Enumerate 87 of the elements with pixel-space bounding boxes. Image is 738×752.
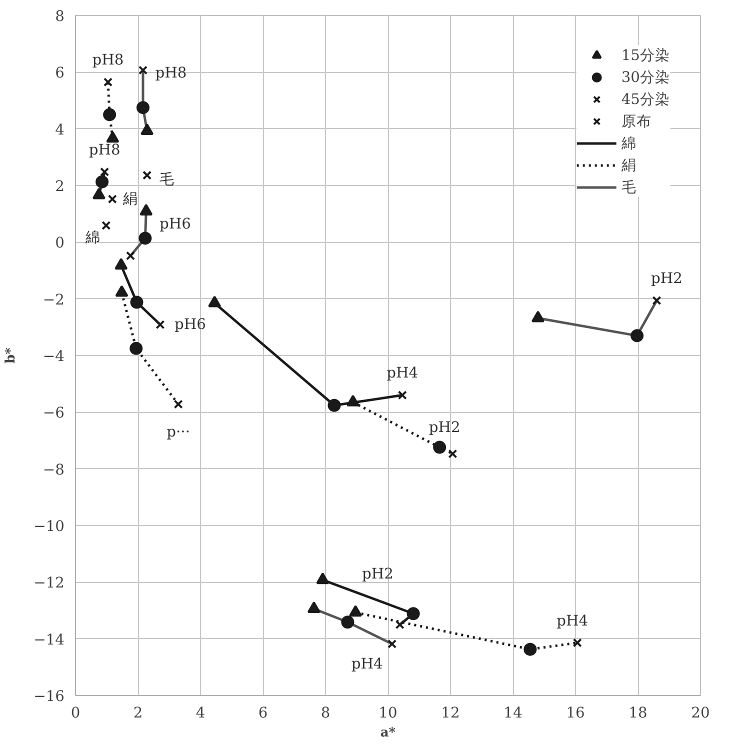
annotation: pH6: [174, 316, 206, 334]
point: [307, 601, 320, 613]
legend-label: 綿: [621, 134, 638, 152]
point: [572, 638, 582, 648]
point: [92, 188, 106, 200]
y-tick-label: 8: [55, 8, 65, 25]
point: [115, 285, 128, 297]
annotation: pH8: [88, 141, 120, 158]
annotation: pH2: [428, 418, 460, 436]
point: [395, 620, 404, 630]
annotation: p···: [166, 424, 190, 441]
point: [100, 167, 110, 176]
annotation: pH2: [362, 565, 394, 582]
y-tick-label: −14: [34, 631, 65, 648]
x-tick-label: 2: [133, 704, 143, 722]
y-tick-label: −6: [42, 404, 65, 422]
point: [524, 642, 537, 656]
legend-label: 30分染: [621, 68, 670, 86]
y-tick-label: −4: [42, 348, 65, 365]
point: [136, 101, 150, 114]
x-tick-label: 8: [320, 704, 330, 722]
legend-label: 45分染: [621, 90, 670, 108]
point: [630, 329, 644, 342]
point: [108, 194, 117, 204]
annotation: pH4: [386, 364, 418, 382]
point: [388, 639, 397, 648]
annotation: 綿: [84, 228, 101, 246]
annotation: 毛: [160, 170, 175, 188]
annotation: pH4: [556, 612, 588, 630]
point: [138, 232, 152, 245]
y-tick-label: 2: [55, 178, 65, 195]
point: [174, 400, 183, 409]
point: [652, 296, 662, 306]
x-axis-title: a*: [380, 726, 396, 740]
point: [126, 251, 136, 260]
point: [208, 296, 222, 308]
point: [341, 616, 354, 629]
annotation: 絹: [122, 190, 138, 208]
point: [114, 258, 128, 270]
point: [140, 204, 153, 216]
annotation: pH8: [155, 64, 187, 82]
point: [130, 296, 144, 309]
x-tick-label: 0: [70, 704, 80, 722]
annotation: pH2: [651, 270, 683, 288]
point: [138, 66, 148, 75]
point: [433, 440, 446, 454]
point: [346, 394, 360, 406]
y-axis-title: b*: [4, 347, 19, 364]
point: [130, 342, 143, 355]
annotation: pH4: [351, 655, 383, 672]
y-tick-label: −12: [34, 574, 65, 592]
point: [532, 310, 544, 322]
legend-label: 絹: [621, 156, 638, 174]
annotation: pH6: [159, 216, 191, 233]
point: [142, 170, 152, 180]
x-tick-label: 18: [628, 704, 648, 722]
point: [349, 605, 362, 617]
legend-label: 15分染: [621, 46, 670, 64]
point: [102, 220, 111, 230]
x-tick-label: 16: [566, 704, 585, 722]
point: [140, 123, 154, 135]
x-tick-label: 14: [504, 704, 522, 722]
point: [106, 131, 120, 143]
x-tick-label: 6: [258, 704, 268, 722]
y-tick-label: 6: [55, 64, 65, 82]
legend-label: 原布: [621, 112, 652, 130]
point: [103, 78, 113, 87]
point: [448, 449, 458, 458]
x-tick-label: 4: [196, 704, 206, 722]
y-tick-label: 0: [55, 234, 65, 252]
legend-label: 毛: [621, 178, 638, 196]
x-tick-label: 20: [691, 704, 710, 722]
point: [96, 175, 109, 188]
x-tick-label: 12: [441, 704, 460, 722]
point: [156, 320, 165, 330]
y-tick-label: −2: [42, 291, 65, 308]
y-tick-label: −16: [34, 688, 65, 705]
point: [398, 390, 407, 400]
y-tick-label: −8: [42, 461, 65, 478]
y-tick-label: 4: [55, 121, 65, 138]
point: [406, 607, 420, 620]
point: [103, 108, 116, 122]
point: [316, 572, 330, 584]
y-tick-label: −10: [34, 518, 65, 535]
annotation: pH8: [92, 52, 124, 69]
point: [328, 398, 341, 412]
x-tick-label: 10: [378, 704, 398, 722]
